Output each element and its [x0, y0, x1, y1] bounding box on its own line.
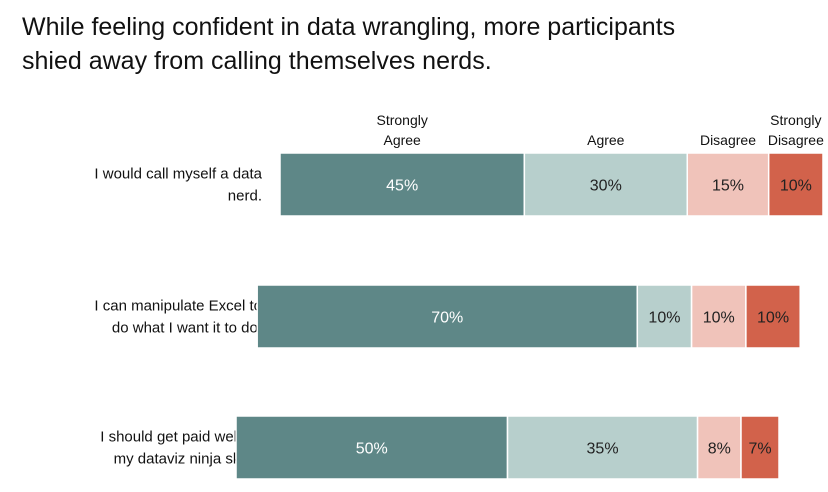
bar-segment-strongly-disagree-row-3 [740, 415, 780, 480]
data-label-strongly-agree-row-2: 70% [431, 310, 463, 327]
data-label-disagree-row-1: 15% [712, 178, 744, 195]
bar-segment-strongly-disagree-row-1 [767, 152, 824, 217]
data-label-agree-row-1: 30% [590, 178, 622, 195]
chart-title-line-1: While feeling confident in data wranglin… [22, 13, 676, 41]
data-label-strongly-disagree-row-3: 7% [748, 441, 771, 458]
bar-segment-agree-row-3 [506, 415, 699, 480]
legend-label-strongly-agree-line-2: Agree [383, 132, 421, 148]
row-label-3-line-2: my dataviz ninja skills. [114, 451, 262, 468]
data-label-strongly-agree-row-1: 45% [386, 178, 418, 195]
legend-label-agree-line-1: Agree [587, 132, 625, 148]
data-label-agree-row-3: 35% [587, 441, 619, 458]
row-label-2-line-2: do what I want it to do. [112, 320, 262, 337]
legend-label-strongly-disagree-line-2: Disagree [768, 132, 824, 148]
row-label-2-line-1: I can manipulate Excel to [94, 298, 262, 315]
bar-segment-agree-row-2 [636, 284, 693, 349]
data-label-agree-row-2: 10% [648, 310, 680, 327]
data-label-strongly-disagree-row-2: 10% [757, 310, 789, 327]
bar-segment-strongly-agree-row-2 [256, 284, 639, 349]
bar-segment-strongly-disagree-row-2 [745, 284, 801, 349]
data-label-disagree-row-2: 10% [703, 310, 735, 327]
bar-segment-strongly-agree-row-1 [279, 152, 526, 217]
bar-segment-agree-row-1 [523, 152, 688, 217]
data-label-strongly-disagree-row-1: 10% [780, 178, 812, 195]
row-label-1-line-2: nerd. [228, 188, 262, 205]
row-label-1-line-1: I would call myself a data [94, 166, 262, 183]
row-label-3-line-1: I should get paid well for [100, 429, 262, 446]
legend-label-strongly-agree-line-1: Strongly [376, 112, 427, 128]
data-label-strongly-agree-row-3: 50% [356, 441, 388, 458]
chart-title: While feeling confident in data wranglin… [22, 10, 802, 78]
legend-label-disagree-line-1: Disagree [700, 132, 756, 148]
legend-label-strongly-disagree-line-1: Strongly [770, 112, 821, 128]
data-label-disagree-row-3: 8% [708, 441, 731, 458]
chart-title-line-2: shied away from calling themselves nerds… [22, 47, 492, 75]
